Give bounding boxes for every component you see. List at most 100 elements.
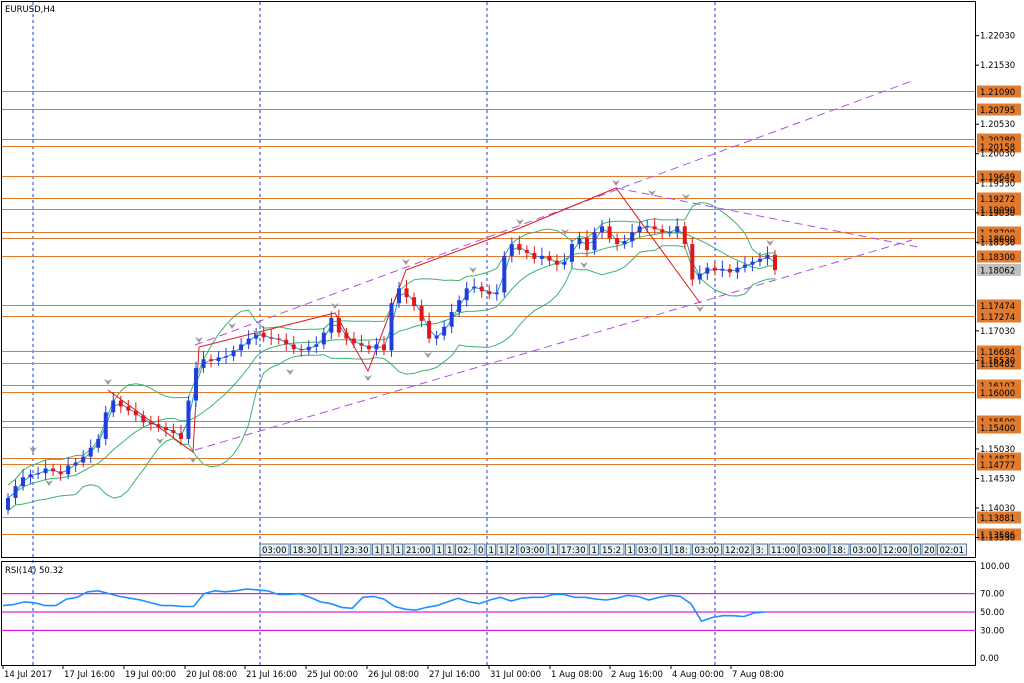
- session-box: [393, 543, 403, 556]
- rsi-pane[interactable]: [1, 561, 976, 666]
- level-label-box: [977, 250, 1021, 263]
- fractal-arrow: [331, 303, 339, 309]
- lower-band: [7, 245, 776, 512]
- session-label: 03:00: [262, 546, 287, 556]
- session-box: [692, 543, 722, 556]
- candle-body: [329, 317, 334, 333]
- level-label: 1.14777: [980, 461, 1015, 471]
- fractal-arrow: [29, 447, 37, 453]
- zigzag-line: [107, 187, 701, 453]
- candle-body: [314, 344, 319, 347]
- candle-body: [156, 424, 161, 428]
- session-box: [625, 543, 635, 556]
- candle-body: [705, 267, 710, 274]
- candle-body: [231, 350, 236, 357]
- session-label: 03:00: [802, 546, 827, 556]
- candle-body: [374, 344, 379, 350]
- session-box: [799, 543, 829, 556]
- level-label-box: [977, 299, 1021, 312]
- session-label: 1: [385, 546, 390, 556]
- session-label: 02:: [458, 546, 472, 556]
- fractal-arrow: [195, 337, 203, 343]
- session-label: 1: [664, 546, 669, 556]
- candle-body: [21, 477, 26, 487]
- time-axis: 14 Jul 2017 17 Jul 16:00 19 Jul 00:00 20 Ju…: [2, 665, 784, 680]
- session-box: [937, 543, 967, 556]
- candle-body: [757, 258, 762, 262]
- session-box: [661, 543, 671, 556]
- candle-body: [148, 422, 153, 425]
- candle-body: [712, 267, 717, 271]
- candle-body: [118, 400, 123, 407]
- rsi-tick-label: 70.00: [980, 590, 1004, 600]
- candle-body: [524, 249, 529, 253]
- time-label: 14 Jul 2017: [4, 670, 52, 680]
- candle-body: [126, 406, 131, 411]
- session-box: [341, 543, 372, 556]
- candle-body: [51, 468, 56, 472]
- candle-body: [449, 311, 454, 327]
- candle-body: [276, 338, 281, 340]
- fractal-arrow: [682, 194, 690, 200]
- time-label: 7 Aug 08:00: [732, 670, 784, 680]
- session-box: [558, 543, 589, 556]
- session-box: [921, 543, 937, 556]
- session-box: [382, 543, 393, 556]
- candle-body: [539, 255, 544, 259]
- session-box: [880, 543, 911, 556]
- candle-body: [224, 356, 229, 358]
- candle-body: [13, 486, 18, 498]
- candle-body: [291, 344, 296, 350]
- candle-body: [562, 261, 567, 265]
- session-box: [486, 543, 496, 556]
- fractal-arrow: [516, 219, 524, 225]
- candle-body: [299, 349, 304, 351]
- time-label: 20 Jul 08:00: [186, 670, 237, 680]
- session-label: 0: [478, 546, 483, 556]
- price-axis: 1.210901.207951.202801.201581.196491.192…: [975, 32, 1021, 544]
- candle-body: [434, 335, 439, 339]
- price-tick-label: 1.21530: [980, 61, 1015, 71]
- session-label: 1: [489, 546, 494, 556]
- session-label: 03:00: [853, 546, 878, 556]
- session-label: 03:00: [520, 546, 545, 556]
- session-label: 2: [510, 546, 515, 556]
- candle-body: [6, 497, 10, 510]
- time-label: 21 Jul 16:00: [246, 670, 297, 680]
- level-label: 1.18600: [980, 235, 1015, 245]
- level-label-box: [977, 85, 1021, 98]
- main-chart-pane[interactable]: [1, 1, 976, 558]
- level-label: 1.16000: [980, 389, 1015, 399]
- candle-body: [141, 415, 146, 423]
- candle-body: [336, 317, 341, 333]
- fractal-arrow: [766, 240, 774, 246]
- level-label-box: [977, 421, 1021, 434]
- time-label: 31 Jul 00:00: [490, 670, 541, 680]
- session-label: 0: [914, 546, 919, 556]
- candle-body: [96, 438, 101, 448]
- session-label: 1: [551, 546, 556, 556]
- session-box: [635, 543, 661, 556]
- level-label-box: [977, 192, 1021, 205]
- rsi-label: RSI(14) 50.32: [5, 566, 63, 576]
- candle-body: [239, 344, 244, 351]
- session-label: 1: [628, 546, 633, 556]
- level-label-box: [977, 528, 1021, 541]
- trend-channel: [194, 80, 919, 451]
- rsi-tick-label: 100.00: [980, 562, 1010, 572]
- candle-body: [773, 254, 777, 271]
- session-label: 17:30: [561, 546, 586, 556]
- time-label: 2 Aug 16:00: [611, 670, 663, 680]
- session-label: 15:2: [602, 546, 621, 556]
- session-box: [444, 543, 455, 556]
- candle-body: [66, 465, 71, 475]
- candle-body: [246, 338, 251, 345]
- session-label: 03:0: [638, 546, 657, 556]
- candle-body: [103, 412, 108, 439]
- candle-body: [735, 267, 740, 273]
- channel-line: [194, 80, 913, 346]
- candle-body: [209, 359, 214, 361]
- session-box: [850, 543, 880, 556]
- candle-body: [201, 359, 206, 369]
